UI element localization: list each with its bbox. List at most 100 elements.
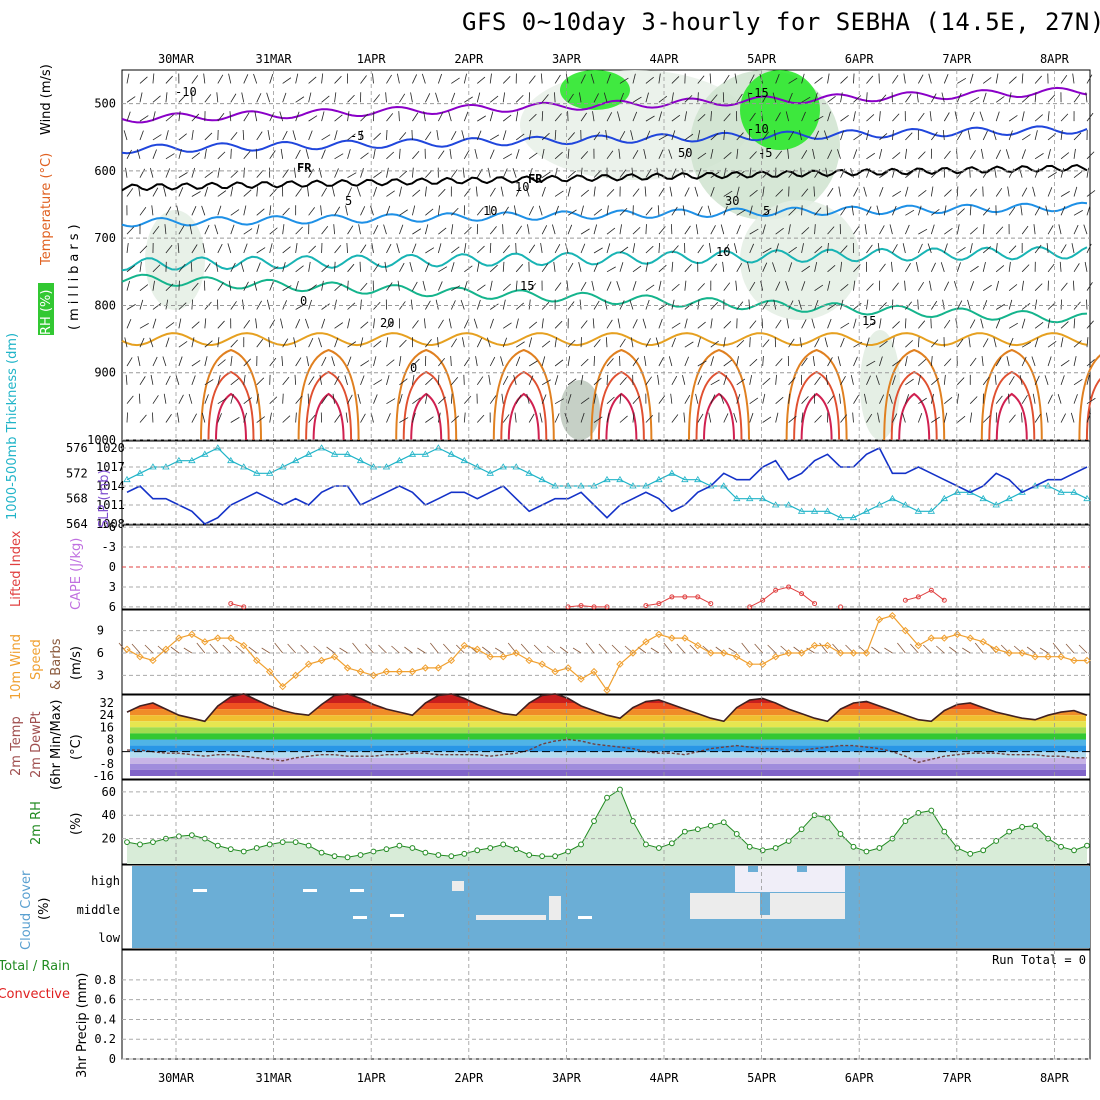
- wind-barb: [645, 338, 651, 348]
- wind-barb: [827, 242, 829, 254]
- rh-point: [798, 826, 805, 833]
- wind-barb: [567, 378, 577, 386]
- wind-barb: [710, 379, 720, 386]
- wind-barb: [554, 375, 559, 385]
- wind-barb-10m: [300, 644, 309, 654]
- wind-barb: [853, 302, 862, 310]
- wind-barb-10m: [1039, 647, 1049, 654]
- wind-speed-point: [966, 634, 974, 642]
- wind-barb: [606, 189, 615, 197]
- wind-barb: [1073, 356, 1077, 367]
- wind-barb: [541, 356, 546, 367]
- wind-barb: [204, 340, 213, 348]
- wind-barb: [1021, 134, 1031, 141]
- wind-barb: [723, 205, 728, 216]
- wind-barb: [282, 376, 290, 386]
- wind-barb: [580, 320, 588, 329]
- ylabel-lifted-index: Lifted Index: [9, 530, 24, 607]
- wind-barb: [697, 413, 704, 423]
- date-label-bottom: 30MAR: [158, 1071, 195, 1085]
- wind-barb: [695, 224, 699, 235]
- wind-barb: [1021, 73, 1024, 84]
- wind-barb: [152, 280, 155, 291]
- wind-barb: [1060, 152, 1070, 160]
- wind-barb: [438, 188, 446, 197]
- date-label-bottom: 6APR: [845, 1071, 875, 1085]
- wind-barb: [191, 191, 201, 197]
- wind-barb: [279, 111, 284, 122]
- wind-barb: [788, 338, 795, 348]
- thickness-point: [227, 456, 235, 464]
- rh-point: [928, 807, 935, 814]
- wind-barb: [825, 374, 828, 385]
- boundary-layer-contour: [988, 370, 1036, 441]
- wind-barb: [995, 280, 1000, 291]
- wind-barb: [460, 299, 465, 310]
- wind-barb: [463, 412, 466, 423]
- wind-barb: [982, 284, 992, 291]
- wind-barb: [1060, 75, 1068, 84]
- wind-speed-point: [1083, 656, 1091, 665]
- thickness-point: [136, 469, 144, 476]
- wind-barb: [801, 150, 808, 160]
- wind-barb: [567, 186, 571, 197]
- wind-barb: [969, 205, 972, 216]
- lifted-index-point: [760, 597, 766, 603]
- wind-barb: [905, 209, 915, 216]
- wind-barb: [373, 340, 382, 348]
- wind-barb: [684, 318, 688, 329]
- wind-barb: [684, 149, 689, 159]
- wind-barb: [814, 92, 818, 103]
- rh-point: [630, 818, 636, 824]
- wind-barb: [385, 92, 387, 103]
- wind-barb: [1086, 320, 1094, 329]
- wind-barb: [217, 413, 222, 423]
- wind-barb: [775, 319, 782, 329]
- thickness-point: [836, 513, 845, 521]
- cloud-cell: [193, 889, 207, 892]
- wind-barb: [502, 206, 509, 216]
- wind-speed-point: [1031, 653, 1039, 661]
- wind-barb: [477, 115, 486, 122]
- wind-barb: [710, 171, 720, 178]
- wind-barb: [671, 299, 675, 310]
- wind-barb: [370, 205, 374, 216]
- wind-barb: [528, 75, 536, 84]
- wind-barb: [876, 205, 880, 216]
- wind-barb: [386, 375, 390, 385]
- wind-barb: [775, 205, 778, 216]
- date-label-top: 2APR: [454, 52, 484, 66]
- wind-barb: [150, 167, 154, 178]
- wind-barb: [203, 73, 206, 84]
- wind-barb: [422, 280, 426, 291]
- wind-barb: [1073, 93, 1081, 103]
- wind-barb: [126, 243, 129, 254]
- wind-barb: [708, 412, 712, 423]
- wind-barb: [152, 95, 161, 103]
- temp-color-band: [130, 745, 1086, 752]
- thickness-point: [447, 450, 456, 457]
- wind-barb-10m: [689, 644, 699, 654]
- wind-barb: [360, 337, 364, 348]
- wind-barb: [930, 262, 936, 272]
- wind-barb: [1060, 359, 1070, 367]
- ylabel-cloud-cover: Cloud Cover: [19, 870, 34, 950]
- wind-barb: [879, 340, 888, 348]
- wind-barb: [450, 393, 453, 404]
- wind-barb: [502, 322, 512, 329]
- thickness-point: [460, 456, 469, 464]
- thickness-point: [253, 469, 261, 476]
- rh-point: [513, 846, 520, 853]
- wind-barb-10m: [248, 646, 257, 654]
- wind-barb: [892, 205, 897, 216]
- wind-barb: [435, 299, 439, 310]
- wind-barb: [295, 357, 302, 367]
- rh-shade: [740, 200, 860, 320]
- wind-barb: [398, 111, 400, 122]
- wind-barb: [969, 281, 975, 291]
- wind-speed-point: [914, 641, 923, 650]
- wind-barb: [425, 377, 433, 386]
- wind-barb: [657, 205, 660, 216]
- wind-barb: [942, 129, 945, 141]
